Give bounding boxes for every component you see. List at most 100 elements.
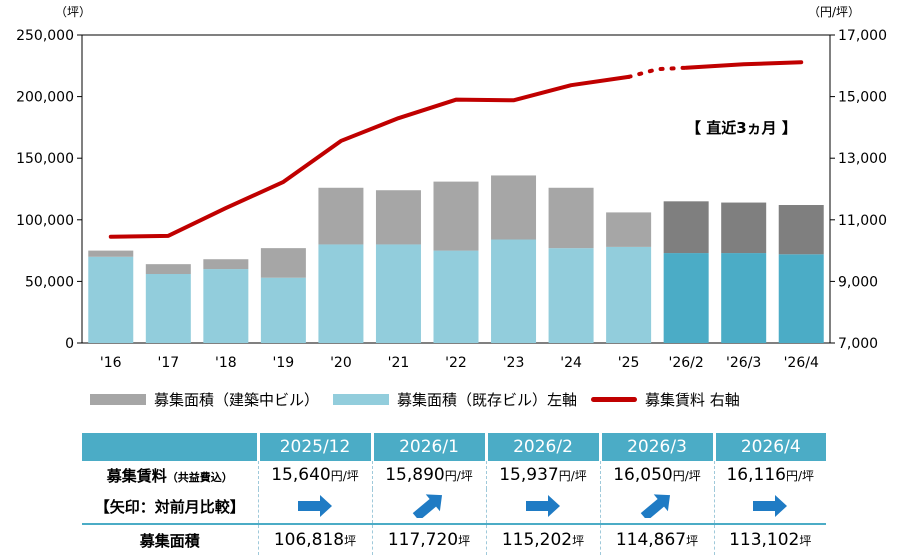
bar-existing [318, 244, 364, 343]
rent-cell: 15,937円/坪 [485, 461, 600, 489]
bar-construction [491, 175, 537, 240]
bar-existing [375, 244, 421, 343]
legend-construction-swatch [90, 393, 146, 405]
rent-row-label: 募集賃料（共益費込） [82, 461, 258, 489]
left-axis-unit: （坪） [55, 5, 91, 19]
rent-value: 16,116 [726, 465, 786, 485]
combo-chart: 0 50,000 100,000 150,000 200,000 250,000 7,000… [16, 5, 887, 371]
rent-unit: 円/坪 [558, 469, 587, 483]
legend-existing-label: 募集面積（既存ビル）左軸 [397, 390, 578, 409]
arrow-right-icon [526, 495, 560, 517]
x-axis-label: '23 [503, 355, 525, 371]
x-axis-label: '17 [157, 355, 179, 371]
bar-existing [663, 253, 709, 343]
bar-existing [145, 274, 191, 343]
right-axis-unit: （円/坪） [808, 5, 860, 19]
monthly-summary-table: 2025/12 2026/1 2026/2 2026/3 2026/4 募集賃料… [82, 433, 826, 555]
right-axis-tick-label: 13,000 [838, 151, 887, 167]
area-cell: 113,102坪 [713, 523, 826, 555]
arrow-up-right-icon [412, 494, 443, 518]
arrow-right-icon [753, 495, 788, 517]
rent-cell: 15,640円/坪 [257, 461, 372, 489]
arrow-right-icon [298, 495, 332, 517]
trend-arrow-cell [485, 489, 600, 524]
arrow-row-label: 【矢印：対前月比較】 [94, 497, 245, 516]
arrow-shape [640, 494, 671, 518]
area-cell: 115,202坪 [485, 523, 600, 555]
bar-existing [433, 250, 479, 343]
x-axis-label: '26/4 [784, 355, 819, 371]
rent-unit: 円/坪 [330, 469, 359, 483]
left-axis-tick-label: 50,000 [25, 274, 74, 290]
bar-construction [433, 181, 479, 251]
bar-construction [778, 205, 824, 255]
bar-existing [491, 239, 537, 343]
rent-unit: 円/坪 [444, 469, 473, 483]
legend-rent-swatch [591, 396, 638, 402]
x-axis-label: '26/3 [726, 355, 761, 371]
arrow-shape [298, 495, 332, 517]
arrow-row: 【矢印：対前月比較】 [82, 489, 826, 524]
x-axis-label: '22 [445, 355, 467, 371]
area-unit: 坪 [458, 534, 471, 548]
rent-line [684, 60, 804, 70]
area-cell: 114,867坪 [599, 523, 714, 555]
bar-construction [663, 201, 709, 254]
rent-line-dotted [626, 65, 689, 79]
legend-construction-label: 募集面積（建築中ビル） [154, 390, 320, 409]
table-header-month: 2025/12 [256, 433, 372, 461]
area-value: 113,102 [729, 530, 800, 550]
arrow-shape [753, 495, 788, 517]
x-axis-label: '21 [388, 355, 410, 371]
x-axis-label: '19 [273, 355, 295, 371]
legend-construction: 募集面積（建築中ビル） [90, 389, 319, 410]
area-unit: 坪 [572, 534, 585, 548]
rent-cell: 16,050円/坪 [599, 461, 714, 489]
bar-existing [260, 277, 306, 343]
legend-existing: 募集面積（既存ビル）左軸 [333, 389, 577, 410]
trend-arrow-cell [371, 489, 486, 524]
area-cell: 106,818坪 [257, 523, 372, 555]
x-axis-label: '24 [560, 355, 582, 371]
rent-row: 募集賃料（共益費込） 15,640円/坪 15,890円/坪 15,937円/坪… [82, 461, 826, 489]
left-axis-tick-label: 250,000 [16, 28, 74, 44]
x-axis-label: '16 [100, 355, 122, 371]
bar-construction [721, 202, 767, 254]
right-axis-tick-label: 17,000 [838, 28, 887, 44]
table-header-row: 2025/12 2026/1 2026/2 2026/3 2026/4 [82, 433, 826, 461]
rent-value: 15,640 [271, 465, 331, 485]
bar-existing [548, 248, 594, 343]
table-header-month: 2026/4 [712, 433, 826, 461]
bar-construction [548, 187, 594, 249]
x-axis-label: '25 [618, 355, 640, 371]
recent-three-months-annotation: 【 直近3ヵ月 】 [686, 119, 797, 137]
area-cell: 117,720坪 [371, 523, 486, 555]
legend-existing-swatch [333, 393, 390, 405]
x-axis-label: '20 [330, 355, 352, 371]
rent-label-note: （共益費込） [166, 470, 233, 484]
right-axis-tick-label: 11,000 [838, 213, 887, 229]
area-value: 106,818 [273, 530, 345, 550]
left-axis-tick-label: 150,000 [16, 151, 74, 167]
bar-existing [203, 269, 249, 343]
right-axis-tick-label: 9,000 [838, 274, 878, 290]
table-header-month: 2026/1 [370, 433, 486, 461]
trend-arrow-cell [257, 489, 372, 524]
area-unit: 坪 [344, 534, 357, 548]
chart-area: 0 50,000 100,000 150,000 200,000 250,000 7,000… [16, 5, 887, 410]
legend-rent-label: 募集賃料 右軸 [645, 390, 740, 409]
trend-arrow-cell [599, 489, 714, 524]
table-header-corner [82, 433, 258, 461]
rent-unit: 円/坪 [672, 469, 701, 483]
bar-construction [88, 250, 134, 257]
rent-unit: 円/坪 [785, 469, 815, 483]
right-axis-tick-label: 7,000 [838, 336, 878, 352]
rent-line [108, 74, 631, 239]
area-row-label: 募集面積 [82, 523, 258, 555]
bar-construction [318, 187, 364, 245]
bar-construction [203, 259, 249, 270]
left-axis-tick-label: 200,000 [16, 90, 74, 106]
arrow-shape [526, 495, 560, 517]
area-value: 117,720 [387, 530, 459, 550]
area-value: 115,202 [501, 530, 573, 550]
